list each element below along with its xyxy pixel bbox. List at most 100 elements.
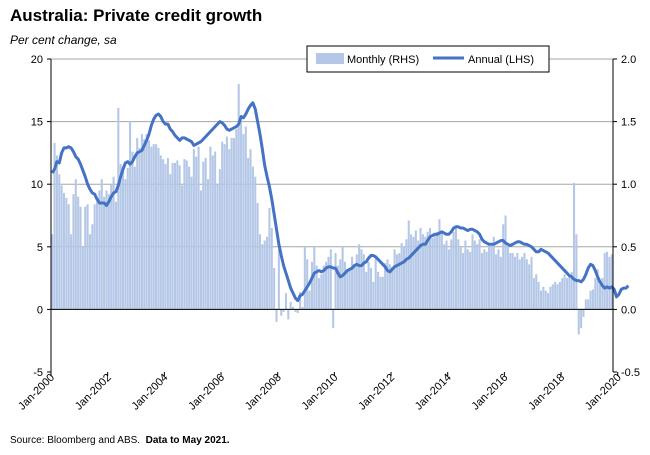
monthly-bar [584, 299, 587, 310]
x-tick-label: Jan-2010 [300, 372, 341, 413]
monthly-bar [445, 240, 448, 310]
monthly-bar [218, 169, 221, 310]
monthly-bar [532, 278, 535, 310]
monthly-bar [183, 159, 186, 310]
monthly-bar [497, 249, 500, 310]
monthly-bar [521, 256, 524, 310]
monthly-bar [317, 278, 321, 310]
monthly-bar [480, 253, 483, 310]
monthly-bar [539, 290, 543, 310]
source-note: Source: Bloomberg and ABS. [10, 435, 141, 446]
monthly-bar [100, 179, 103, 310]
monthly-bar [185, 160, 188, 310]
left-tick-label: 0 [37, 304, 43, 316]
monthly-bar [391, 266, 394, 310]
monthly-bar [436, 231, 439, 310]
monthly-bar [320, 274, 323, 310]
monthly-bar [504, 215, 507, 310]
monthly-bar [535, 274, 538, 310]
monthly-bar [473, 240, 476, 310]
monthly-bar [126, 167, 129, 310]
monthly-bar [478, 239, 481, 310]
monthly-bar [72, 194, 75, 310]
left-tick-label: 15 [31, 117, 43, 129]
monthly-bar [398, 253, 401, 310]
monthly-bar [204, 157, 207, 310]
monthly-bar [367, 261, 370, 310]
monthly-bar [582, 309, 585, 317]
monthly-bar [147, 140, 151, 310]
monthly-bar [70, 234, 73, 310]
x-tick-label: Jan-2014 [413, 372, 454, 413]
monthly-bar [603, 253, 606, 310]
monthly-bar [591, 289, 594, 310]
monthly-bar [594, 278, 597, 310]
left-tick-label: 10 [31, 179, 43, 191]
monthly-bar [516, 253, 519, 310]
monthly-bar [74, 179, 77, 310]
monthly-bar [190, 176, 193, 310]
monthly-bar [273, 268, 276, 310]
monthly-bar [65, 197, 68, 310]
monthly-bar [454, 228, 458, 310]
monthly-bar [598, 284, 602, 310]
monthly-bar [138, 147, 141, 310]
monthly-bar [221, 141, 224, 310]
monthly-bar [53, 142, 56, 310]
monthly-bar [384, 263, 387, 310]
monthly-bar [608, 256, 611, 310]
monthly-bar [81, 246, 84, 310]
monthly-bar [490, 246, 493, 310]
monthly-bar [447, 249, 450, 310]
monthly-bar [157, 147, 160, 310]
monthly-bar [216, 184, 219, 310]
monthly-bar [206, 179, 210, 310]
monthly-bar [464, 240, 467, 310]
monthly-bar [381, 276, 384, 310]
monthly-bar [268, 207, 271, 310]
monthly-bar [563, 274, 566, 310]
monthly-bars [51, 84, 613, 335]
monthly-bar [348, 269, 351, 310]
monthly-bar [91, 224, 94, 310]
monthly-bar [181, 185, 184, 310]
monthly-bar [339, 259, 342, 310]
legend-box [306, 45, 550, 73]
monthly-bar [171, 162, 174, 310]
legend-swatch-monthly [316, 53, 344, 64]
right-tick-label: 0.0 [621, 304, 636, 316]
monthly-bar [372, 281, 375, 310]
monthly-bar [459, 246, 462, 310]
monthly-bar [280, 309, 283, 316]
x-tick-label: Jan-2018 [526, 372, 567, 413]
monthly-bar [178, 165, 181, 310]
monthly-bar [58, 174, 61, 310]
x-tick-label: Jan-2012 [356, 372, 397, 413]
monthly-bar [303, 246, 306, 310]
monthly-bar [511, 253, 514, 310]
monthly-bar [228, 149, 231, 310]
monthly-bar [60, 185, 63, 310]
monthly-bar [412, 236, 415, 310]
monthly-bar [362, 254, 365, 310]
right-tick-label: 2.0 [621, 54, 636, 66]
monthly-bar [343, 261, 347, 310]
monthly-bar [502, 224, 505, 310]
monthly-bar [114, 201, 117, 310]
monthly-bar [469, 251, 472, 310]
monthly-bar [440, 231, 443, 310]
monthly-bar [105, 190, 108, 310]
monthly-bar [374, 256, 377, 310]
monthly-bar [428, 228, 432, 310]
monthly-bar [240, 119, 243, 310]
monthly-bar [62, 192, 66, 310]
monthly-bar [169, 174, 172, 310]
monthly-bar [325, 261, 328, 310]
legend-label-monthly: Monthly (RHS) [347, 54, 419, 66]
monthly-bar [577, 309, 580, 335]
monthly-bar [365, 271, 368, 310]
right-axis-ticks: 2.0 1.5 1.0 0.5 0.0 -0.5 [613, 54, 640, 379]
monthly-bar [150, 146, 153, 310]
monthly-bar [400, 243, 403, 310]
